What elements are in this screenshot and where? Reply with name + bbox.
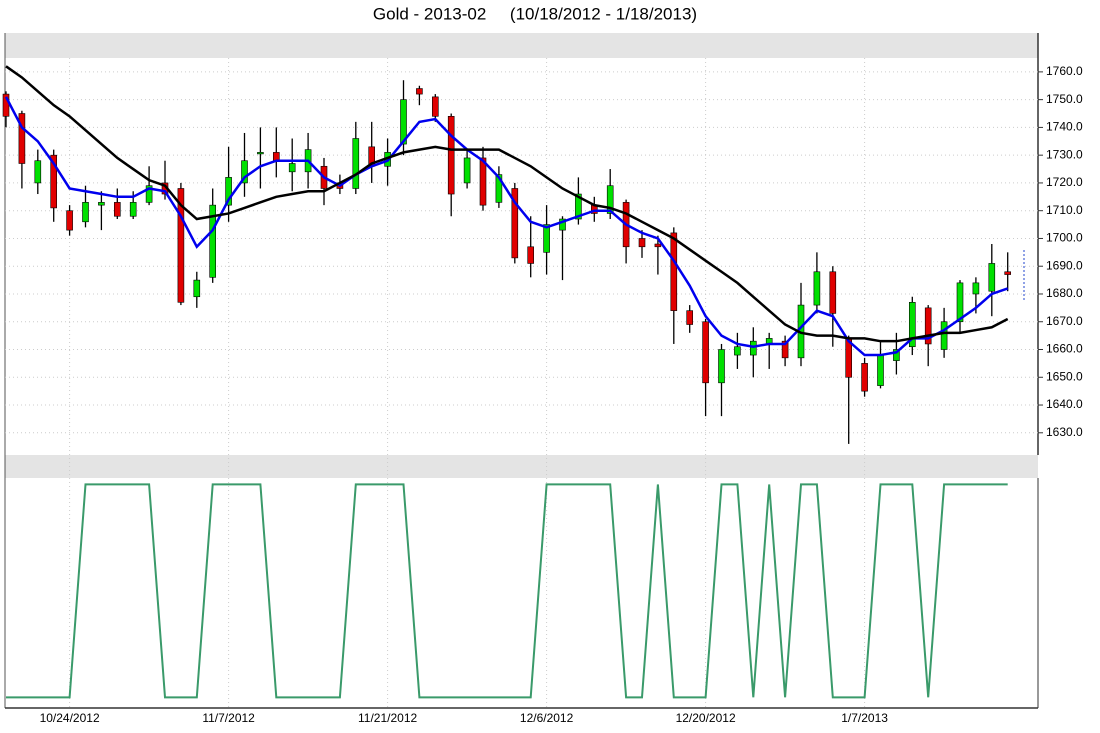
top-band <box>5 33 1038 58</box>
y-tick-label: 1730.0 <box>1046 147 1083 161</box>
candle-body <box>559 218 566 231</box>
candle-body <box>495 174 503 203</box>
y-tick-label: 1660.0 <box>1046 342 1083 356</box>
candle-body <box>145 185 153 203</box>
x-tick-label: 1/7/2013 <box>841 711 888 725</box>
candle-body <box>972 282 980 295</box>
candle-body <box>34 160 42 184</box>
candle-body <box>829 271 837 314</box>
candle-body <box>18 113 26 164</box>
candle-body <box>670 232 678 311</box>
candle-body <box>209 204 216 278</box>
candle-body <box>400 99 407 145</box>
candle-body <box>416 88 423 95</box>
mid-band <box>5 455 1038 478</box>
candle-body <box>527 246 535 264</box>
y-tick-label: 1750.0 <box>1046 92 1083 106</box>
candle-body <box>908 302 916 348</box>
y-tick-label: 1720.0 <box>1046 175 1083 189</box>
x-tick-label: 11/21/2012 <box>358 711 417 725</box>
moving-average <box>4 96 1009 357</box>
candle-body <box>193 279 201 298</box>
y-tick-label: 1670.0 <box>1046 314 1083 328</box>
candle-body <box>924 307 932 345</box>
candle-body <box>988 263 996 292</box>
candle-body <box>940 321 948 350</box>
candle-body <box>956 282 964 323</box>
y-tick-label: 1630.0 <box>1046 425 1083 439</box>
candle-body <box>718 349 725 384</box>
moving-average <box>5 65 1009 343</box>
candle-body <box>861 363 868 392</box>
candle-body <box>352 138 360 189</box>
candle-body <box>50 154 58 209</box>
candle-body <box>114 202 121 217</box>
x-tick-label: 11/7/2012 <box>202 711 255 725</box>
candle-body <box>66 210 73 231</box>
y-tick-label: 1710.0 <box>1046 203 1083 217</box>
indicator-line <box>6 483 1008 699</box>
candle-body <box>543 224 550 253</box>
candle-body <box>98 202 105 206</box>
candle-body <box>479 157 487 206</box>
x-tick-label: 12/20/2012 <box>676 711 736 725</box>
y-tick-label: 1650.0 <box>1046 369 1083 383</box>
candle-body <box>781 340 789 359</box>
candle-body <box>606 185 614 214</box>
candle-body <box>749 340 757 356</box>
candle-body <box>893 349 900 361</box>
y-tick-label: 1690.0 <box>1046 258 1083 272</box>
y-tick-label: 1700.0 <box>1046 231 1083 245</box>
candle-body <box>511 188 519 259</box>
candle-body <box>463 157 471 184</box>
candle-body <box>447 116 455 195</box>
candle-body <box>654 243 662 248</box>
candle-body <box>82 202 89 223</box>
candle-body <box>813 271 821 306</box>
y-tick-label: 1740.0 <box>1046 120 1083 134</box>
y-tick-label: 1680.0 <box>1046 286 1083 300</box>
candle-body <box>431 96 439 117</box>
y-tick-label: 1760.0 <box>1046 64 1083 78</box>
y-tick-label: 1640.0 <box>1046 397 1083 411</box>
chart-title: Gold - 2013-02 (10/18/2012 - 1/18/2013) <box>373 4 697 23</box>
candle-body <box>257 152 264 155</box>
candle-body <box>734 346 741 356</box>
candle-body <box>702 321 709 384</box>
candle-body <box>225 177 232 206</box>
candle-body <box>241 160 248 184</box>
candle-body <box>877 354 884 386</box>
candle-body <box>288 163 296 173</box>
x-tick-label: 12/6/2012 <box>520 711 574 725</box>
x-tick-label: 10/24/2012 <box>40 711 100 725</box>
candle-body <box>638 238 646 248</box>
candle-body <box>1004 271 1012 275</box>
candle-body <box>129 202 137 217</box>
candle-body <box>686 310 694 325</box>
candle-body <box>177 188 185 303</box>
candle-body <box>575 193 582 220</box>
